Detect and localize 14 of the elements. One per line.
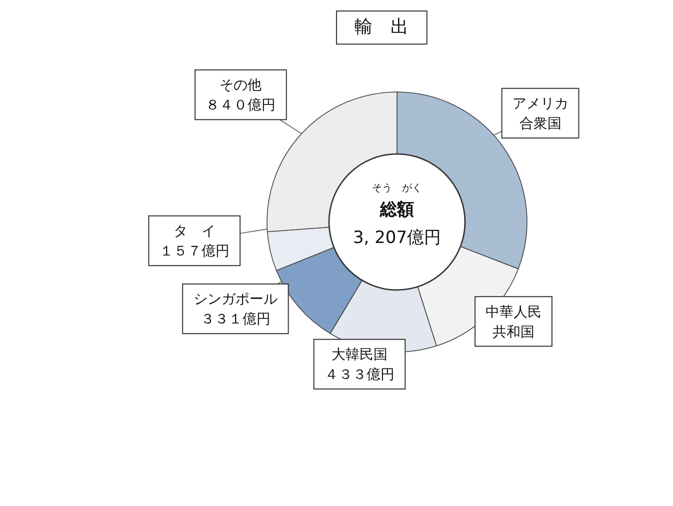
slice-label: 中華人民共和国 <box>485 304 542 340</box>
slice-label: 大韓民国 <box>332 346 388 363</box>
data-label: ８４０億円 <box>206 98 276 114</box>
text: そう がく <box>372 183 422 194</box>
chart-title: 輸 出 <box>354 16 409 38</box>
slice-label: アメリカ合衆国 <box>512 96 568 132</box>
slice-label: その他 <box>220 78 262 94</box>
data-label: ３３１億円 <box>200 312 270 328</box>
data-label: １５７億円 <box>159 244 230 260</box>
slice-label: タ イ <box>173 224 216 240</box>
data-label: ４３３億円 <box>324 366 395 383</box>
text: 総額 <box>379 200 414 220</box>
text: 3, 207億円 <box>352 228 442 248</box>
slice-label: シンガポール <box>193 292 278 308</box>
